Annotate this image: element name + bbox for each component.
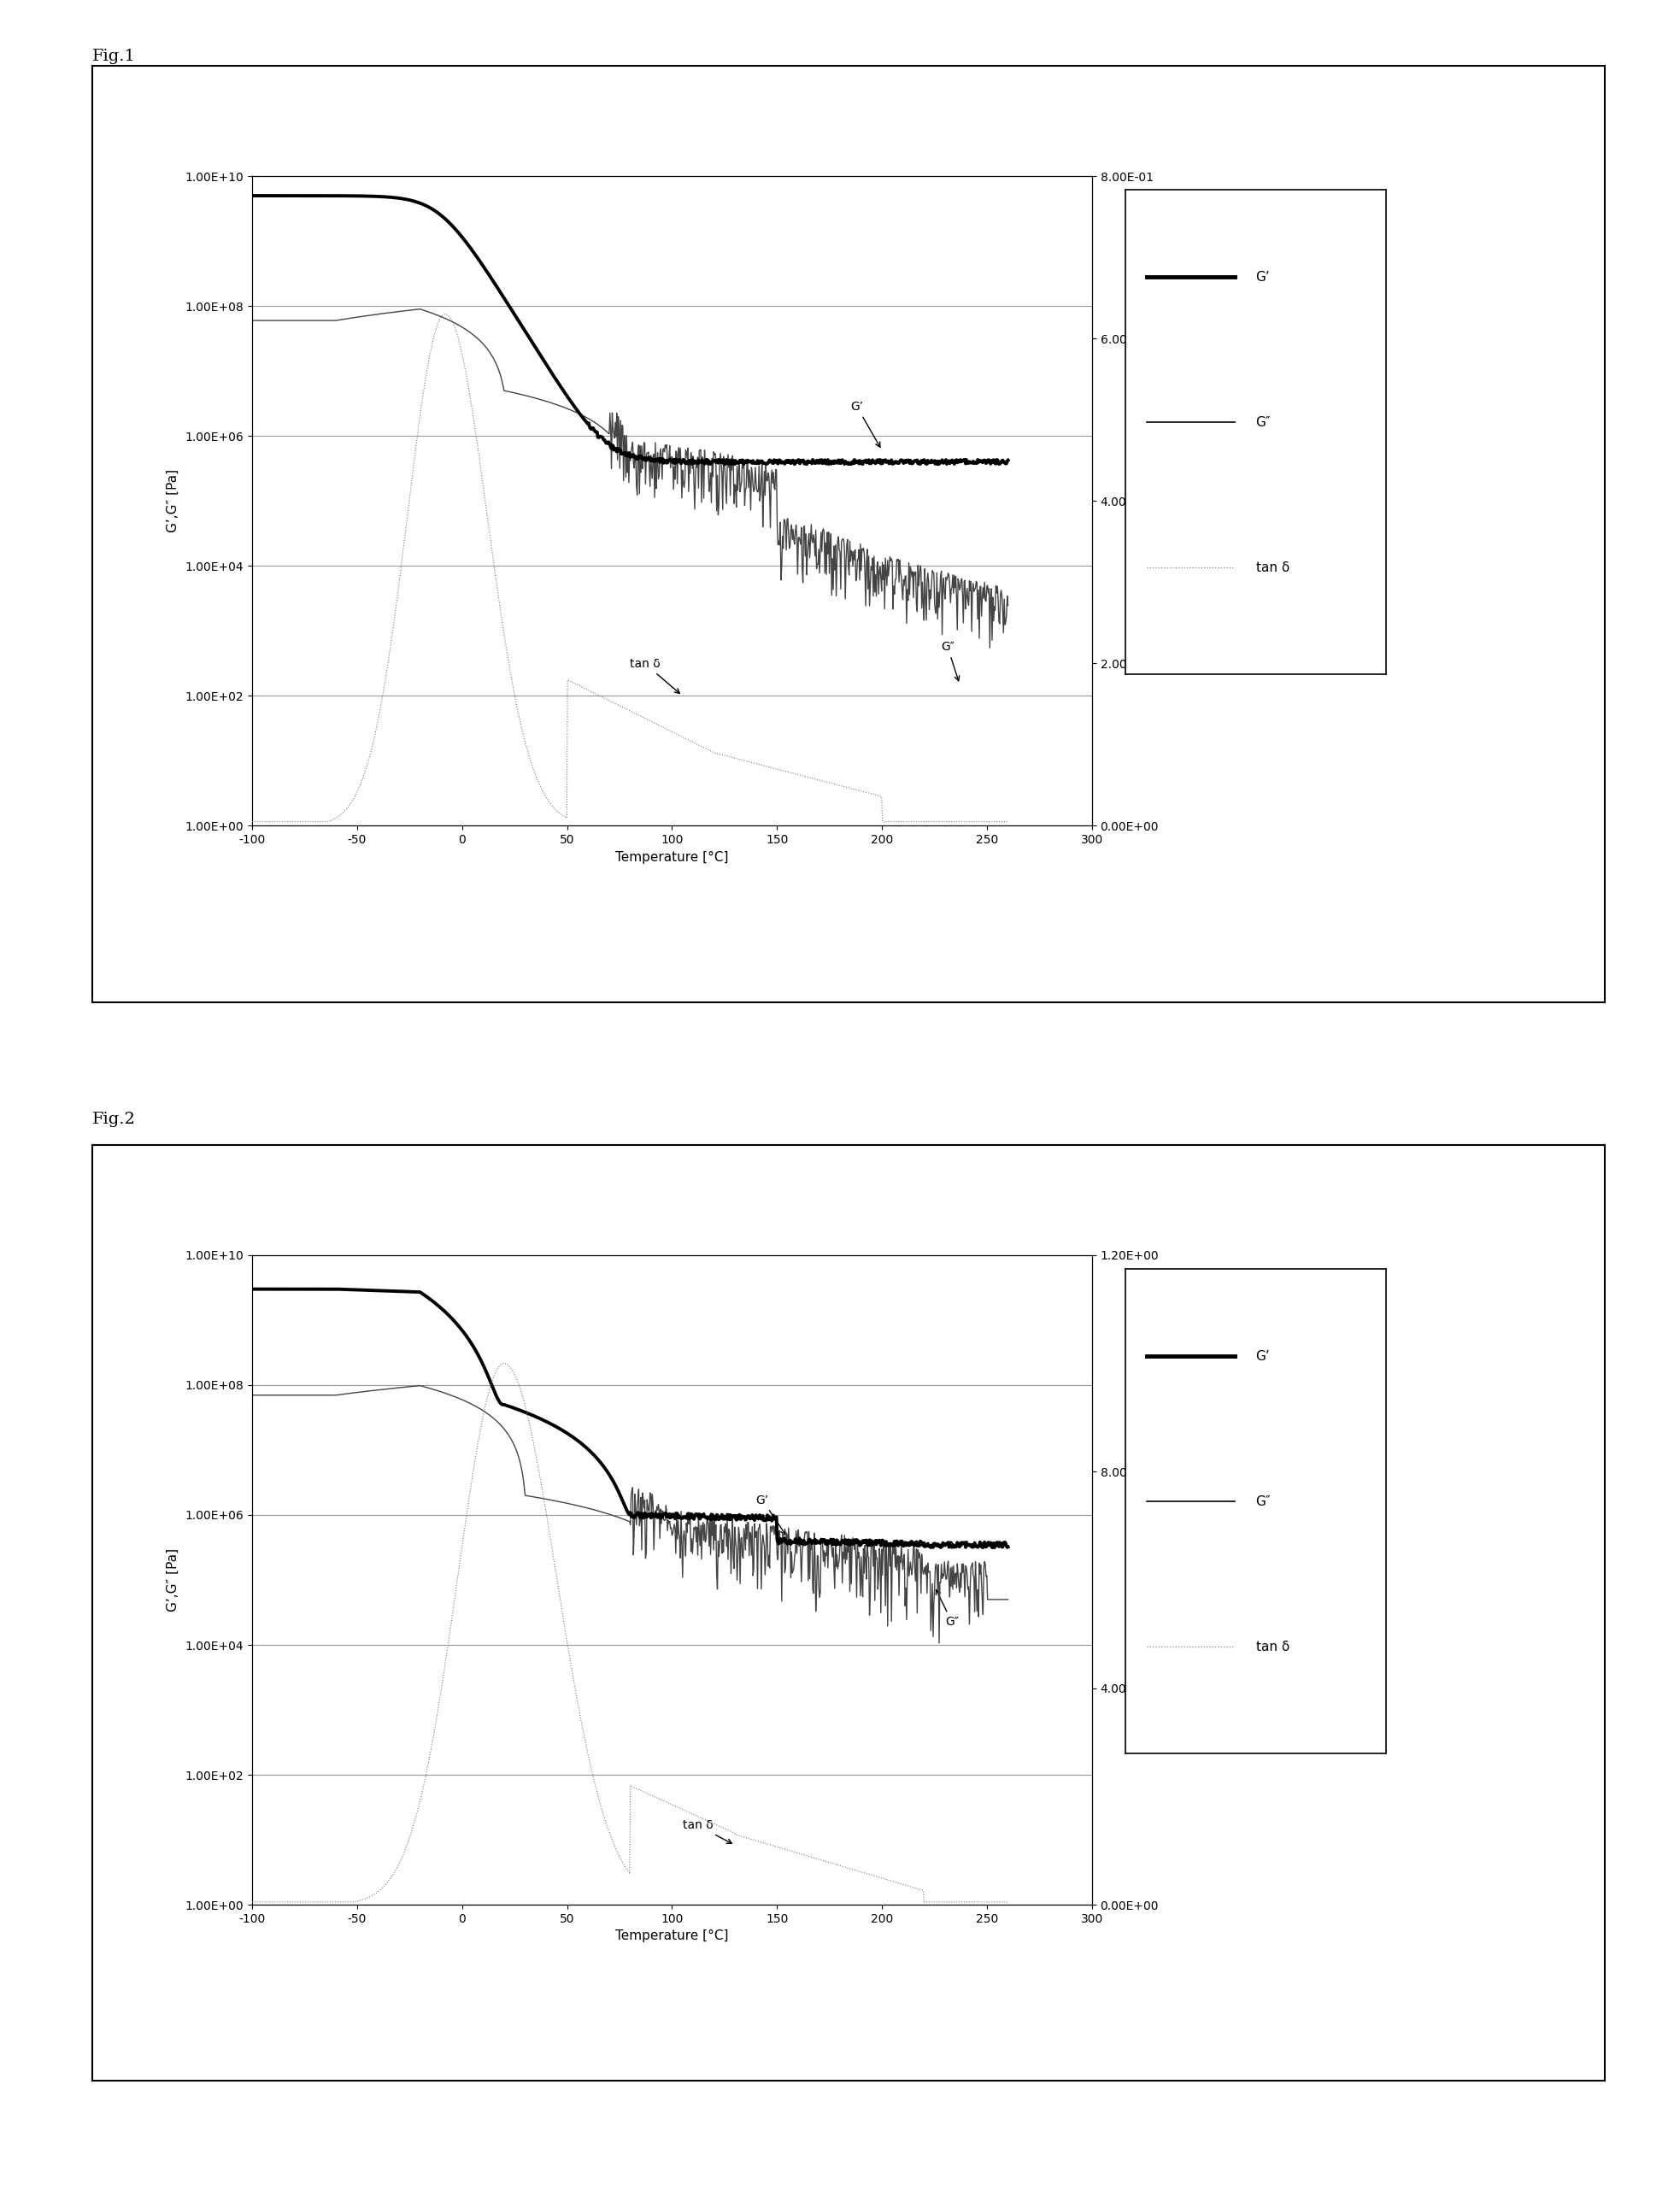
Text: G’: G’	[850, 401, 880, 447]
Text: Fig.1: Fig.1	[92, 48, 136, 64]
Text: tan δ: tan δ	[1255, 1640, 1289, 1654]
Text: tan δ: tan δ	[682, 1819, 732, 1843]
Y-axis label: G’,G″ [Pa]: G’,G″ [Pa]	[166, 469, 180, 533]
Text: G’: G’	[1255, 1350, 1270, 1363]
Y-axis label: tan δ: tan δ	[1168, 1563, 1181, 1596]
Text: tan δ: tan δ	[630, 658, 680, 694]
Text: G″: G″	[1255, 1495, 1270, 1508]
Text: G’: G’	[1255, 271, 1270, 284]
Y-axis label: G’,G″ [Pa]: G’,G″ [Pa]	[166, 1548, 180, 1612]
Text: G″: G″	[936, 1590, 959, 1627]
Text: G″: G″	[1255, 416, 1270, 429]
X-axis label: Temperature [°C]: Temperature [°C]	[615, 1929, 729, 1942]
Text: Fig.2: Fig.2	[92, 1112, 136, 1127]
Text: G″: G″	[941, 641, 959, 680]
Text: G’: G’	[756, 1495, 786, 1535]
X-axis label: Temperature [°C]: Temperature [°C]	[615, 850, 729, 863]
Y-axis label: tan δ: tan δ	[1168, 484, 1181, 517]
Text: tan δ: tan δ	[1255, 562, 1289, 575]
